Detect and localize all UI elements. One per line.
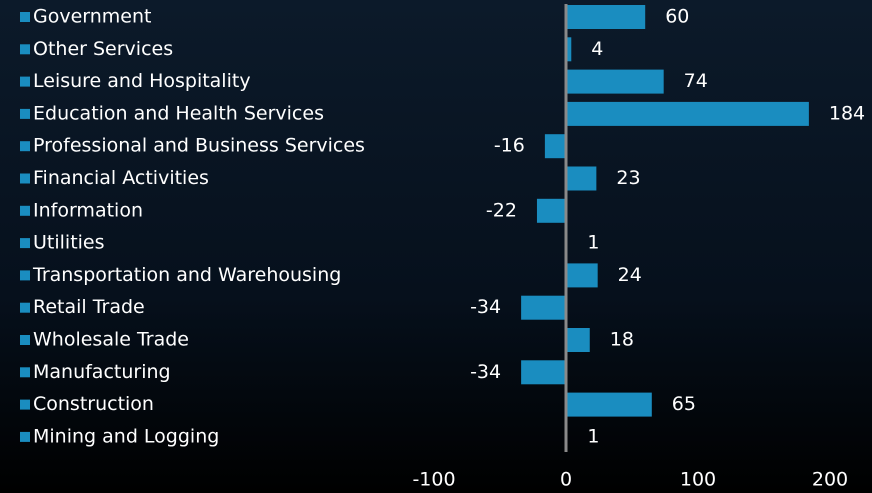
- legend-swatch: [20, 12, 30, 22]
- bar: [536, 198, 566, 223]
- legend-swatch: [20, 44, 30, 55]
- category-label: Professional and Business Services: [33, 135, 365, 157]
- bar: [544, 134, 566, 159]
- data-label: 65: [672, 393, 696, 415]
- category-label: Education and Health Services: [33, 102, 324, 124]
- data-label: 60: [665, 6, 689, 28]
- data-label: 18: [610, 329, 634, 351]
- bar: [566, 5, 646, 29]
- legend-swatch: [20, 302, 30, 313]
- legend-swatch: [20, 141, 30, 152]
- legend-swatch: [20, 367, 30, 378]
- category-label: Utilities: [33, 232, 105, 254]
- bar: [566, 69, 664, 94]
- bar: [566, 37, 572, 62]
- category-label: Government: [33, 6, 152, 28]
- category-label: Leisure and Hospitality: [33, 70, 251, 92]
- category-label: Transportation and Warehousing: [32, 264, 341, 286]
- legend-swatch: [20, 399, 30, 410]
- category-label: Mining and Logging: [33, 425, 219, 447]
- bar: [566, 263, 598, 288]
- x-tick-label: -100: [412, 469, 455, 491]
- bar: [566, 392, 652, 417]
- bar: [521, 360, 566, 385]
- x-tick-label: 200: [812, 469, 848, 491]
- category-label: Manufacturing: [33, 361, 171, 383]
- bar: [566, 166, 597, 191]
- legend-swatch: [20, 238, 30, 249]
- data-label: -34: [470, 296, 501, 318]
- legend-swatch: [20, 173, 30, 184]
- legend-swatch: [20, 431, 30, 442]
- data-label: -16: [494, 135, 525, 157]
- category-label: Other Services: [33, 38, 173, 60]
- x-tick-label: 0: [560, 469, 572, 491]
- data-label: 24: [618, 264, 642, 286]
- x-tick-label: 100: [680, 469, 716, 491]
- data-label: 4: [591, 38, 603, 60]
- data-label: 184: [829, 102, 865, 124]
- data-label: 1: [587, 425, 599, 447]
- bar: [521, 295, 566, 320]
- legend-swatch: [20, 108, 30, 119]
- bar: [566, 101, 809, 126]
- data-label: 74: [684, 70, 708, 92]
- category-label: Financial Activities: [33, 167, 209, 189]
- bar: [566, 328, 590, 352]
- data-label: -34: [470, 361, 501, 383]
- data-label: 23: [616, 167, 640, 189]
- category-label: Information: [33, 199, 143, 221]
- category-label: Construction: [33, 393, 154, 415]
- legend-swatch: [20, 205, 30, 216]
- data-label: 1: [587, 232, 599, 254]
- category-label: Wholesale Trade: [33, 329, 189, 351]
- legend-swatch: [20, 335, 30, 345]
- category-label: Retail Trade: [33, 296, 145, 318]
- data-label: -22: [486, 199, 517, 221]
- legend-swatch: [20, 76, 30, 87]
- legend-swatch: [20, 270, 30, 281]
